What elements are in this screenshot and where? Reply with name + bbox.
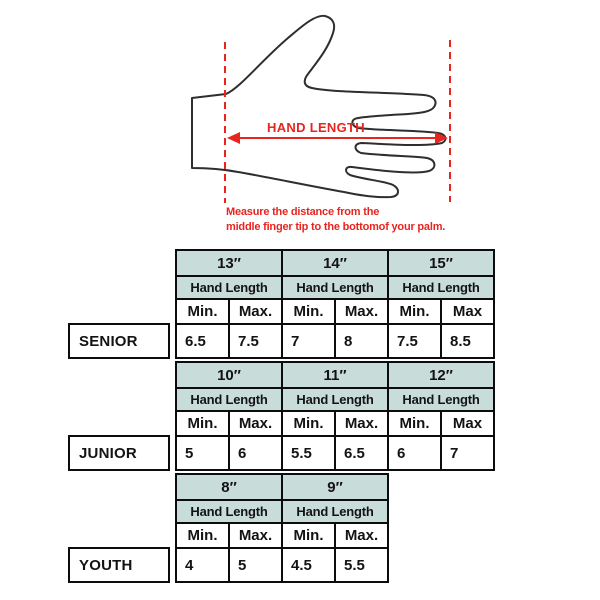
hand-measurement-figure: HAND LENGTH Measure the distance from th… [0, 0, 600, 245]
hand-outline-diagram [191, 14, 451, 203]
minmax-header: Min. [389, 300, 440, 323]
value-cell: 5.5 [283, 437, 334, 469]
value-cell: 6.5 [177, 325, 228, 357]
minmax-header: Max. [336, 412, 387, 435]
size-header: 14″ [283, 251, 387, 275]
minmax-header: Max. [230, 300, 281, 323]
size-header: 12″ [389, 363, 493, 387]
row-label-junior: JUNIOR [68, 435, 170, 471]
size-header: 11″ [283, 363, 387, 387]
minmax-header: Min. [177, 524, 228, 547]
size-header: 10″ [177, 363, 281, 387]
minmax-header: Max [442, 412, 493, 435]
arrowhead-right-icon [435, 132, 448, 144]
value-cell: 5 [177, 437, 228, 469]
value-cell: 7 [442, 437, 493, 469]
hand-length-label: HAND LENGTH [267, 120, 365, 135]
minmax-header: Min. [389, 412, 440, 435]
hand-length-header: Hand Length [177, 501, 281, 522]
minmax-header: Min. [283, 524, 334, 547]
hand-length-header: Hand Length [283, 389, 387, 410]
hand-outline [191, 14, 447, 199]
size-section-youth: 8″ 9″ Hand Length Hand Length Min. Max. Min. Ma… [175, 473, 389, 583]
hand-length-header: Hand Length [177, 389, 281, 410]
value-cell: 4.5 [283, 549, 334, 581]
size-header: 9″ [283, 475, 387, 499]
value-cell: 7 [283, 325, 334, 357]
row-label-senior: SENIOR [68, 323, 170, 359]
minmax-header: Min. [283, 300, 334, 323]
value-cell: 6.5 [336, 437, 387, 469]
size-header: 8″ [177, 475, 281, 499]
arrowhead-left-icon [227, 132, 240, 144]
measure-caption: Measure the distance from the middle fin… [226, 205, 445, 234]
value-cell: 6 [230, 437, 281, 469]
hand-length-header: Hand Length [177, 277, 281, 298]
value-cell: 6 [389, 437, 440, 469]
hand-length-header: Hand Length [283, 277, 387, 298]
value-cell: 5 [230, 549, 281, 581]
minmax-header: Max [442, 300, 493, 323]
value-cell: 7.5 [230, 325, 281, 357]
size-header: 15″ [389, 251, 493, 275]
measure-caption-line2: middle finger tip to the bottomof your p… [226, 220, 446, 233]
minmax-header: Max. [336, 300, 387, 323]
hand-length-header: Hand Length [389, 389, 493, 410]
value-cell: 4 [177, 549, 228, 581]
minmax-header: Max. [230, 524, 281, 547]
minmax-header: Min. [177, 412, 228, 435]
size-section-junior: 10″ 11″ 12″ Hand Length Hand Length Hand Leng… [175, 361, 495, 471]
minmax-header: Max. [336, 524, 387, 547]
size-header: 13″ [177, 251, 281, 275]
minmax-header: Max. [230, 412, 281, 435]
size-section-senior: 13″ 14″ 15″ Hand Length Hand Length Hand Leng… [175, 249, 495, 359]
value-cell: 8.5 [442, 325, 493, 357]
value-cell: 5.5 [336, 549, 387, 581]
hand-length-header: Hand Length [389, 277, 493, 298]
measure-caption-line1: Measure the distance from the [226, 206, 380, 218]
value-cell: 8 [336, 325, 387, 357]
minmax-header: Min. [177, 300, 228, 323]
row-label-youth: YOUTH [68, 547, 170, 583]
value-cell: 7.5 [389, 325, 440, 357]
hand-length-header: Hand Length [283, 501, 387, 522]
minmax-header: Min. [283, 412, 334, 435]
